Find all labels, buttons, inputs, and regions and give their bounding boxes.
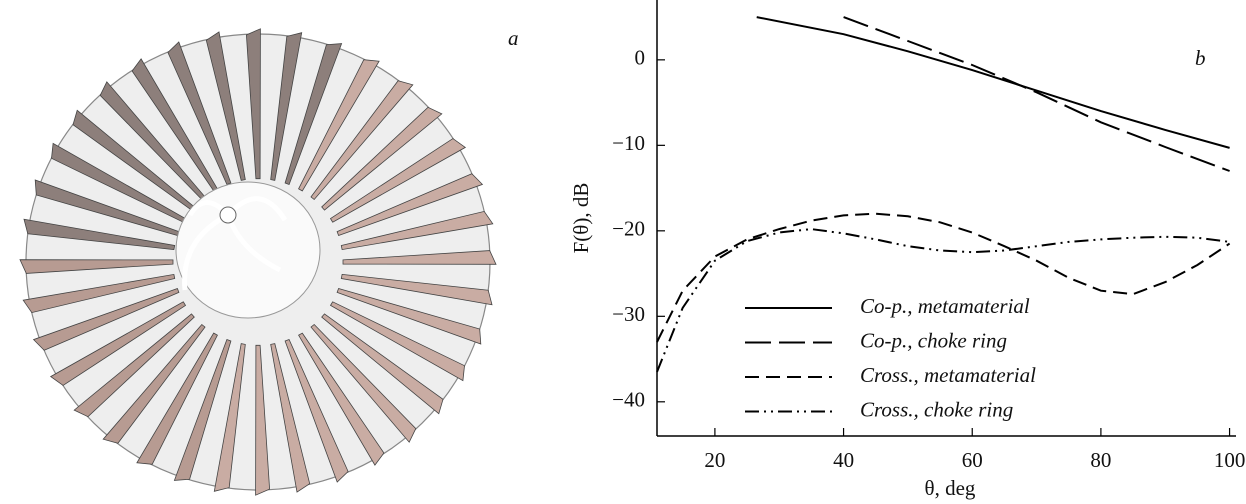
figure: a b θ, deg F(θ), dB 20 40 60 80 100 −40 −30 −20…	[0, 0, 1246, 504]
y-tick-label: −20	[612, 217, 645, 241]
legend-label: Cross., choke ring	[860, 397, 1013, 421]
legend-label: Co-p., metamaterial	[860, 294, 1030, 318]
series-line	[757, 17, 1230, 148]
y-axis-label: F(θ), dB	[569, 183, 593, 254]
sphere-top	[220, 207, 236, 223]
x-axis-label: θ, deg	[925, 476, 976, 500]
x-tick-label: 80	[1090, 448, 1111, 472]
series-line	[844, 17, 1230, 171]
legend-label: Co-p., choke ring	[860, 328, 1007, 352]
y-tick-label: −10	[612, 131, 645, 155]
y-tick-label: −40	[612, 388, 645, 412]
panel-label: a	[508, 26, 519, 50]
x-tick-label: 40	[833, 448, 854, 472]
y-tick-label: −30	[612, 302, 645, 326]
panel-label: b	[1195, 46, 1206, 70]
x-tick-label: 100	[1214, 448, 1246, 472]
y-tick-label: 0	[635, 46, 646, 70]
series-line	[657, 214, 1230, 342]
x-tick-label: 60	[962, 448, 983, 472]
legend-label: Cross., metamaterial	[860, 363, 1036, 387]
x-tick-label: 20	[704, 448, 725, 472]
antenna-illustration	[20, 29, 496, 495]
